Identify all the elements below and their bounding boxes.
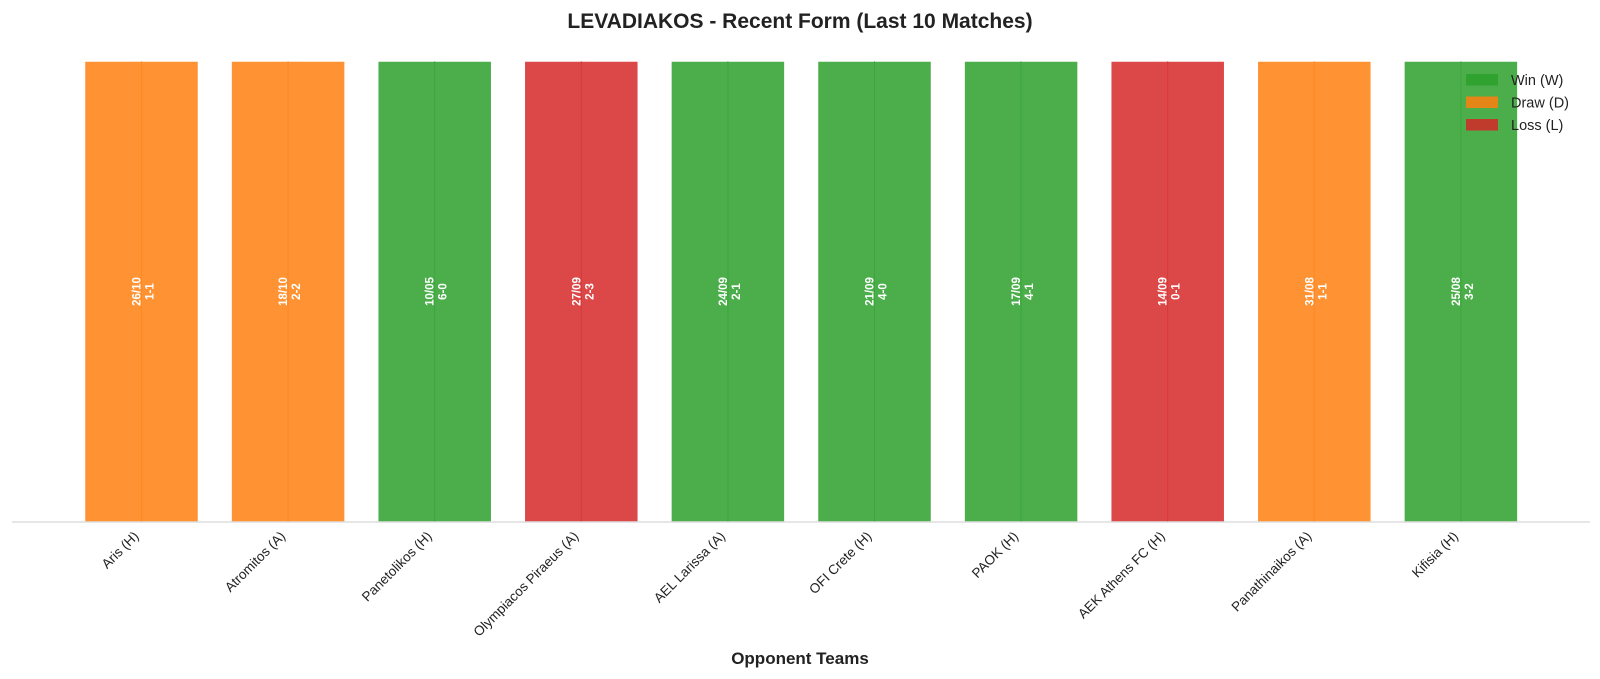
x-tick-labels: Aris (H) Atromitos (A) Panetolikos (H) Olym… xyxy=(99,529,1461,640)
x-tick-label: PAOK (H) xyxy=(969,529,1021,581)
x-tick-label: OFI Crete (H) xyxy=(806,529,874,597)
bar-label-score: 4-1 xyxy=(1024,283,1036,300)
bars-layer: 26/101-1 18/102-2 10/056-0 27/092-3 24/092-1… xyxy=(83,60,1519,523)
bar-label-score: 3-2 xyxy=(1464,283,1476,300)
bar-label: 31/081-1 xyxy=(1304,277,1329,306)
bar-label-score: 1-1 xyxy=(1317,283,1329,300)
bar-label: 21/094-0 xyxy=(865,277,890,306)
bar-label-score: 2-1 xyxy=(731,283,743,300)
legend-label: Draw (D) xyxy=(1511,96,1569,112)
legend-swatch xyxy=(1466,74,1498,86)
bar-label: 24/092-1 xyxy=(718,277,743,306)
bar-label-date: 27/09 xyxy=(571,277,583,306)
legend-label: Win (W) xyxy=(1511,73,1563,89)
x-tick-label: Panetolikos (H) xyxy=(359,529,435,605)
legend: Win (W) Draw (D) Loss (L) xyxy=(1466,73,1569,134)
x-tick-label: Aris (H) xyxy=(99,529,142,572)
x-tick-label: Atromitos (A) xyxy=(222,529,288,595)
bar-label-date: 26/10 xyxy=(132,277,144,306)
bar-label-score: 0-1 xyxy=(1171,283,1183,300)
bar-label-score: 2-3 xyxy=(584,283,596,300)
bar-label-score: 6-0 xyxy=(438,283,450,300)
bar-label-date: 18/10 xyxy=(278,277,290,306)
x-tick-label: Kifisia (H) xyxy=(1409,529,1461,581)
bar-label-date: 10/05 xyxy=(425,277,437,306)
bar-label-score: 4-0 xyxy=(878,283,890,300)
bar-label: 18/102-2 xyxy=(278,277,303,306)
x-tick-label: Panathinaikos (A) xyxy=(1228,529,1314,615)
bar-label-date: 14/09 xyxy=(1158,277,1170,306)
chart-title: LEVADIAKOS - Recent Form (Last 10 Matche… xyxy=(567,10,1032,33)
bar-label: 10/056-0 xyxy=(425,277,450,306)
bar-label: 17/094-1 xyxy=(1011,277,1036,306)
bar-label: 27/092-3 xyxy=(571,277,596,306)
legend-swatch xyxy=(1466,119,1498,131)
x-tick-label: AEL Larissa (A) xyxy=(651,529,728,606)
bar-label-score: 2-2 xyxy=(291,283,303,300)
bar-label-date: 21/09 xyxy=(865,277,877,306)
bar-label-score: 1-1 xyxy=(145,283,157,300)
bar-label: 25/083-2 xyxy=(1451,277,1476,306)
legend-label: Loss (L) xyxy=(1511,118,1563,134)
x-tick-label: Olympiacos Piraeus (A) xyxy=(471,529,582,640)
bar-label: 26/101-1 xyxy=(132,277,157,306)
bar-label-date: 17/09 xyxy=(1011,277,1023,306)
legend-swatch xyxy=(1466,96,1498,108)
bar-label-date: 24/09 xyxy=(718,277,730,306)
bar-label-date: 25/08 xyxy=(1451,277,1463,306)
x-tick-label: AEK Athens FC (H) xyxy=(1075,529,1168,622)
bar-label-date: 31/08 xyxy=(1304,277,1316,306)
x-axis-label: Opponent Teams xyxy=(731,649,869,668)
bar-label: 14/090-1 xyxy=(1158,277,1183,306)
